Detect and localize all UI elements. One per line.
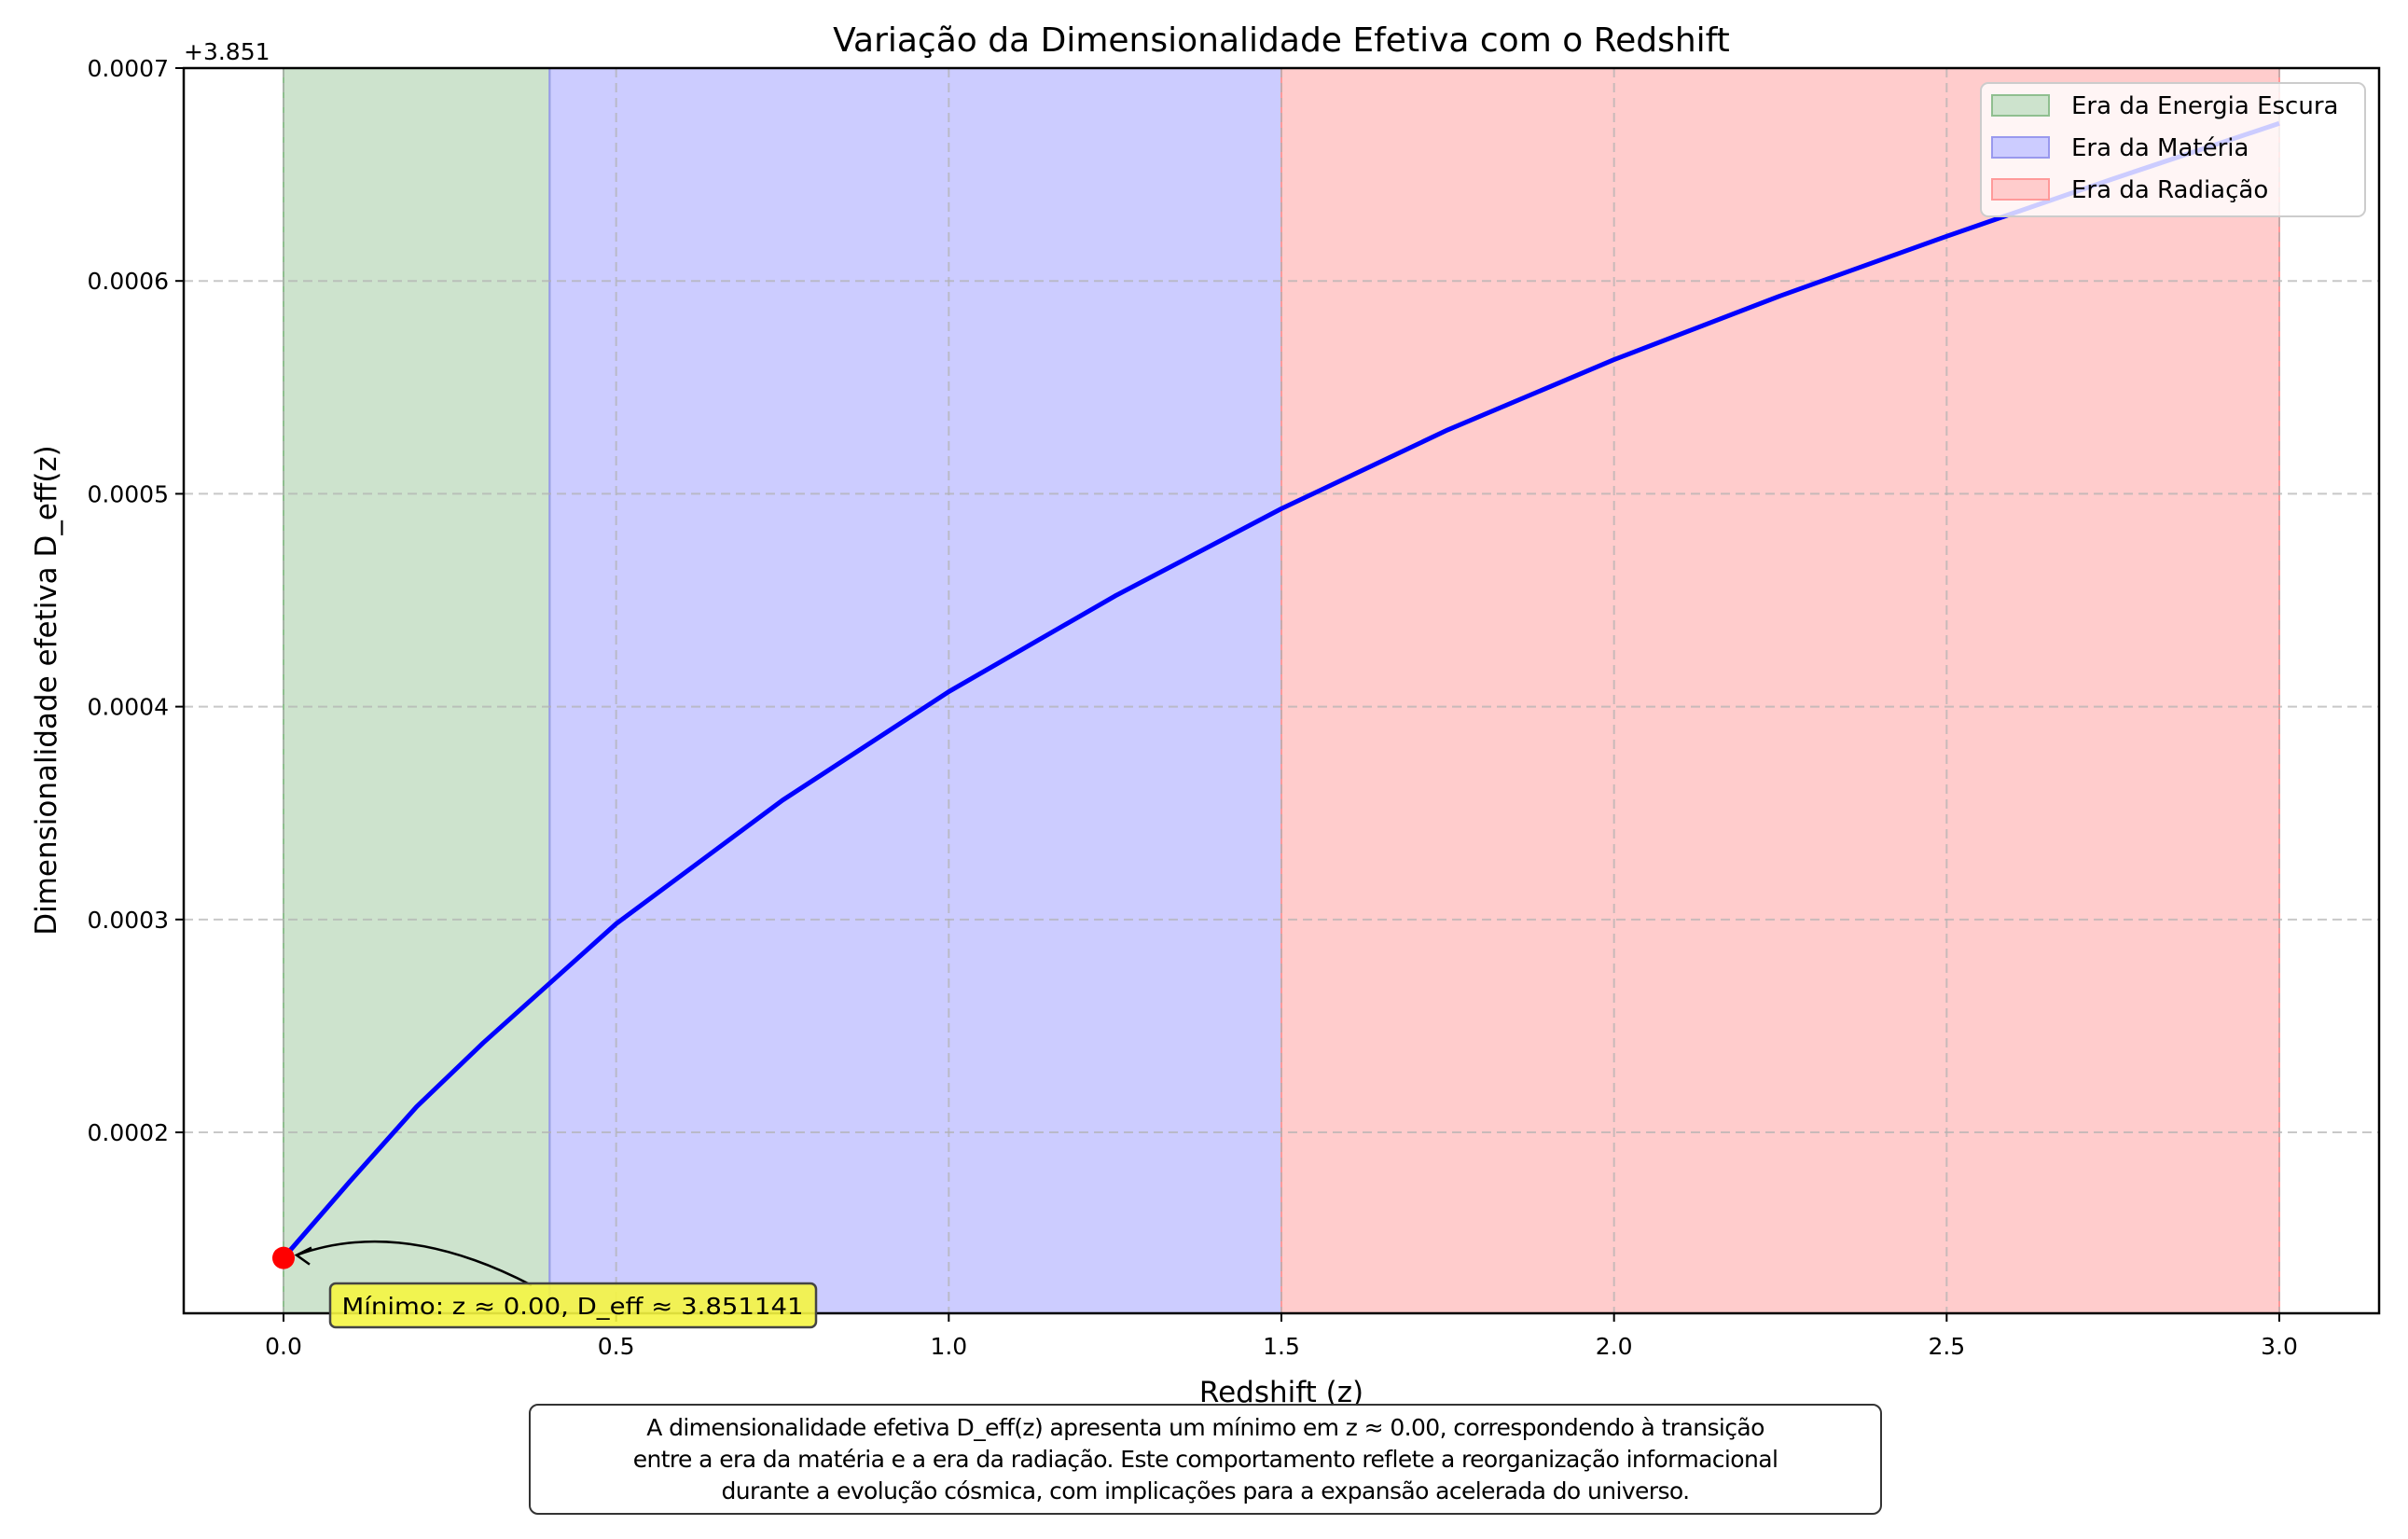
- x-tick-label: 2.5: [1928, 1333, 1965, 1360]
- y-tick-label: 0.0003: [88, 907, 169, 934]
- legend-swatch: [1991, 136, 2050, 159]
- era-region: [1281, 68, 2279, 1313]
- minimum-annotation: Mínimo: z ≈ 0.00, D_eff ≈ 3.851141: [328, 1282, 818, 1329]
- legend-swatch: [1991, 94, 2050, 117]
- era-region: [284, 68, 550, 1313]
- era-region: [549, 68, 1281, 1313]
- y-tick-label: 0.0002: [88, 1119, 169, 1146]
- legend-swatch: [1991, 178, 2050, 201]
- caption-line: durante a evolução cósmica, com implicaç…: [721, 1477, 1691, 1504]
- deff-curve: [282, 120, 2280, 1260]
- legend-label: Era da Energia Escura: [2071, 92, 2338, 120]
- x-tick-label: 1.5: [1263, 1333, 1300, 1360]
- y-tick-label: 0.0006: [88, 268, 169, 295]
- legend-label: Era da Radiação: [2071, 176, 2268, 204]
- caption-line: entre a era da matéria e a era da radiaç…: [632, 1445, 1778, 1473]
- caption-line: A dimensionalidade efetiva D_eff(z) apre…: [646, 1413, 1764, 1441]
- y-offset-label: +3.851: [184, 38, 270, 65]
- chart-title: Variação da Dimensionalidade Efetiva com…: [833, 21, 1730, 60]
- y-axis-title: Dimensionalidade efetiva D_eff(z): [30, 445, 63, 936]
- plot-area: 0.0 0.5 1.0 1.5 2.0 2.5 3.0 0.0002 0.0003 0.0004 0…: [88, 55, 2381, 1360]
- y-tick-label: 0.0005: [88, 480, 169, 507]
- y-tick-label: 0.0007: [88, 55, 169, 82]
- arrow-head-icon: [294, 1246, 312, 1266]
- minimum-point-marker: [272, 1246, 295, 1269]
- x-tick-label: 2.0: [1596, 1333, 1633, 1360]
- annotation-text: Mínimo: z ≈ 0.00, D_eff ≈ 3.851141: [342, 1293, 804, 1320]
- x-tick-label: 1.0: [930, 1333, 967, 1360]
- x-tick-label: 3.0: [2261, 1333, 2298, 1360]
- legend: Era da Energia Escura Era da Matéria Era d…: [1980, 82, 2366, 217]
- x-tick-label: 0.0: [265, 1333, 302, 1360]
- legend-label: Era da Matéria: [2071, 134, 2249, 162]
- caption-box: A dimensionalidade efetiva D_eff(z) apre…: [529, 1404, 1882, 1515]
- x-tick-label: 0.5: [598, 1333, 635, 1360]
- annotation-arrow: [296, 1240, 533, 1287]
- y-tick-label: 0.0004: [88, 694, 169, 721]
